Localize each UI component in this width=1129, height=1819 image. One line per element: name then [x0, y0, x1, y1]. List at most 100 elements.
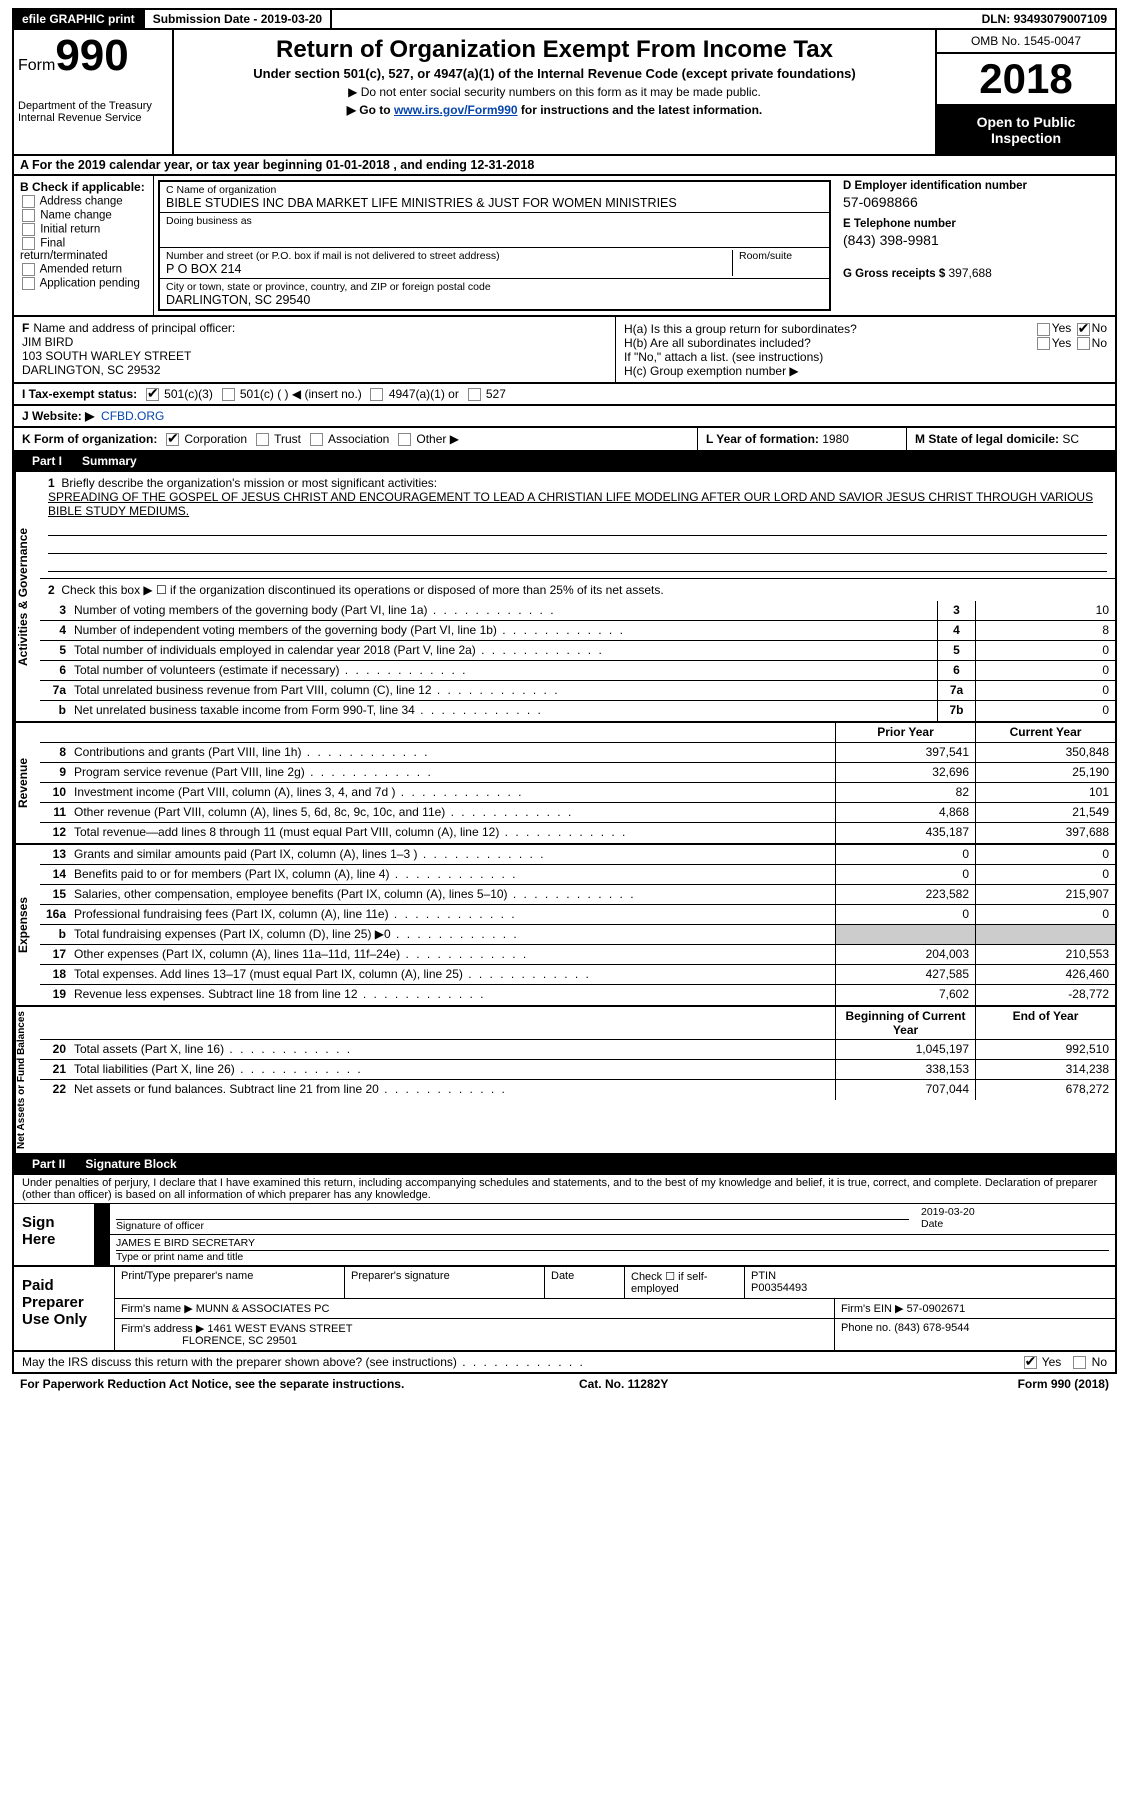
- summary-row: 18Total expenses. Add lines 13–17 (must …: [40, 965, 1115, 985]
- cb-527[interactable]: [468, 388, 481, 401]
- ha-yes[interactable]: [1037, 323, 1050, 336]
- column-d: D Employer identification number 57-0698…: [835, 176, 1115, 315]
- form-label: Form: [18, 57, 55, 74]
- summary-row: 22Net assets or fund balances. Subtract …: [40, 1080, 1115, 1100]
- part-2-header: Part II Signature Block: [12, 1155, 1117, 1175]
- section-h: H(a) Is this a group return for subordin…: [615, 317, 1115, 382]
- summary-row: 20Total assets (Part X, line 16)1,045,19…: [40, 1040, 1115, 1060]
- sig-declaration: Under penalties of perjury, I declare th…: [14, 1175, 1115, 1203]
- page-footer: For Paperwork Reduction Act Notice, see …: [12, 1374, 1117, 1394]
- arrow-icon: [96, 1204, 110, 1234]
- summary-netassets: Net Assets or Fund Balances Beginning of…: [12, 1007, 1117, 1155]
- row-i: I Tax-exempt status: 501(c)(3) 501(c) ( …: [12, 384, 1117, 406]
- note-ssn: ▶ Do not enter social security numbers o…: [180, 85, 929, 99]
- top-bar: efile GRAPHIC print Submission Date - 20…: [12, 8, 1117, 30]
- cb-address-change[interactable]: Address change: [20, 195, 147, 208]
- arrow-icon: [96, 1235, 110, 1265]
- cb-501c3[interactable]: [146, 388, 159, 401]
- tab-expenses: Expenses: [14, 845, 40, 1005]
- cb-amended-return[interactable]: Amended return: [20, 263, 147, 276]
- cb-corporation[interactable]: [166, 433, 179, 446]
- row-k: K Form of organization: Corporation Trus…: [12, 428, 697, 452]
- row-l: L Year of formation: 1980: [698, 428, 907, 450]
- cb-other[interactable]: [398, 433, 411, 446]
- form-990-page: efile GRAPHIC print Submission Date - 20…: [0, 0, 1129, 1402]
- telephone-value: (843) 398-9981: [843, 232, 1107, 248]
- ha-checks: Yes No: [1035, 321, 1107, 335]
- summary-row: 21Total liabilities (Part X, line 26)338…: [40, 1060, 1115, 1080]
- cb-name-change[interactable]: Name change: [20, 209, 147, 222]
- firm-name: MUNN & ASSOCIATES PC: [196, 1303, 330, 1315]
- omb-number: OMB No. 1545-0047: [937, 30, 1115, 54]
- section-f: FF Name and address of principal officer…: [14, 317, 615, 382]
- submission-date: Submission Date - 2019-03-20: [145, 10, 332, 28]
- website-link[interactable]: CFBD.ORG: [101, 409, 164, 423]
- summary-revenue: Revenue Prior Year Current Year 8Contrib…: [12, 723, 1117, 845]
- summary-row: 15Salaries, other compensation, employee…: [40, 885, 1115, 905]
- tax-year: 2018: [937, 54, 1115, 106]
- cb-association[interactable]: [310, 433, 323, 446]
- cb-final-return[interactable]: Final return/terminated: [20, 237, 147, 262]
- summary-activities: Activities & Governance 1 Briefly descri…: [12, 472, 1117, 723]
- tab-activities: Activities & Governance: [14, 472, 40, 721]
- summary-row: 10Investment income (Part VIII, column (…: [40, 783, 1115, 803]
- cb-501c[interactable]: [222, 388, 235, 401]
- sign-here-label: Sign Here: [14, 1204, 94, 1265]
- cb-initial-return[interactable]: Initial return: [20, 223, 147, 236]
- tab-revenue: Revenue: [14, 723, 40, 843]
- summary-row: 8Contributions and grants (Part VIII, li…: [40, 743, 1115, 763]
- paid-preparer: Paid Preparer Use Only Print/Type prepar…: [12, 1267, 1117, 1352]
- note-url: ▶ Go to www.irs.gov/Form990 for instruct…: [180, 103, 929, 117]
- summary-row: 14Benefits paid to or for members (Part …: [40, 865, 1115, 885]
- header-mid: Return of Organization Exempt From Incom…: [174, 30, 935, 154]
- org-name-cell: C Name of organization BIBLE STUDIES INC…: [160, 182, 829, 213]
- summary-row: 7aTotal unrelated business revenue from …: [40, 681, 1115, 701]
- prep-label: Paid Preparer Use Only: [14, 1267, 114, 1350]
- open-inspection: Open to Public Inspection: [937, 106, 1115, 154]
- tab-netassets: Net Assets or Fund Balances: [14, 1007, 40, 1153]
- summary-row: 17Other expenses (Part IX, column (A), l…: [40, 945, 1115, 965]
- form-number: 990: [55, 31, 128, 80]
- section-bcd: B Check if applicable: Address change Na…: [12, 176, 1117, 317]
- column-b: B Check if applicable: Address change Na…: [14, 176, 154, 315]
- irs-yes[interactable]: [1024, 1356, 1037, 1369]
- dba-cell: Doing business as: [160, 213, 829, 248]
- cb-trust[interactable]: [256, 433, 269, 446]
- column-c: C Name of organization BIBLE STUDIES INC…: [158, 180, 831, 311]
- header-right: OMB No. 1545-0047 2018 Open to Public In…: [935, 30, 1115, 154]
- hb-yes[interactable]: [1037, 337, 1050, 350]
- row-a-tax-year: A For the 2019 calendar year, or tax yea…: [12, 156, 1117, 176]
- irs-no[interactable]: [1073, 1356, 1086, 1369]
- city-cell: City or town, state or province, country…: [160, 279, 829, 309]
- ein-value: 57-0698866: [843, 194, 1107, 210]
- form-title: Return of Organization Exempt From Incom…: [180, 36, 929, 64]
- cb-4947[interactable]: [370, 388, 383, 401]
- form-subtitle: Under section 501(c), 527, or 4947(a)(1)…: [180, 66, 929, 81]
- summary-row: bNet unrelated business taxable income f…: [40, 701, 1115, 721]
- street-cell: Number and street (or P.O. box if mail i…: [160, 248, 829, 279]
- row-j: J Website: ▶ CFBD.ORG: [12, 406, 1117, 428]
- b-label: B Check if applicable:: [20, 180, 147, 194]
- irs-link[interactable]: www.irs.gov/Form990: [394, 103, 518, 117]
- summary-row: 12Total revenue—add lines 8 through 11 (…: [40, 823, 1115, 843]
- ptin-value: P00354493: [751, 1282, 807, 1294]
- summary-row: 5Total number of individuals employed in…: [40, 641, 1115, 661]
- summary-row: 16aProfessional fundraising fees (Part I…: [40, 905, 1115, 925]
- signature-block: Under penalties of perjury, I declare th…: [12, 1175, 1117, 1267]
- mission-text: SPREADING OF THE GOSPEL OF JESUS CHRIST …: [48, 490, 1093, 518]
- cb-application-pending[interactable]: Application pending: [20, 277, 147, 290]
- hb-no[interactable]: [1077, 337, 1090, 350]
- form-header: Form990 Department of the Treasury Inter…: [12, 30, 1117, 156]
- row-m: M State of legal domicile: SC: [907, 428, 1115, 450]
- summary-row: 19Revenue less expenses. Subtract line 1…: [40, 985, 1115, 1005]
- gross-receipts: 397,688: [948, 266, 991, 280]
- prep-phone: (843) 678-9544: [894, 1322, 969, 1334]
- officer-name: JAMES E BIRD SECRETARY: [116, 1237, 1109, 1251]
- summary-row: 9Program service revenue (Part VIII, lin…: [40, 763, 1115, 783]
- header-left: Form990 Department of the Treasury Inter…: [14, 30, 174, 154]
- firm-ein: 57-0902671: [907, 1303, 966, 1315]
- summary-expenses: Expenses 13Grants and similar amounts pa…: [12, 845, 1117, 1007]
- summary-row: 3Number of voting members of the governi…: [40, 601, 1115, 621]
- summary-row: 13Grants and similar amounts paid (Part …: [40, 845, 1115, 865]
- ha-no[interactable]: [1077, 323, 1090, 336]
